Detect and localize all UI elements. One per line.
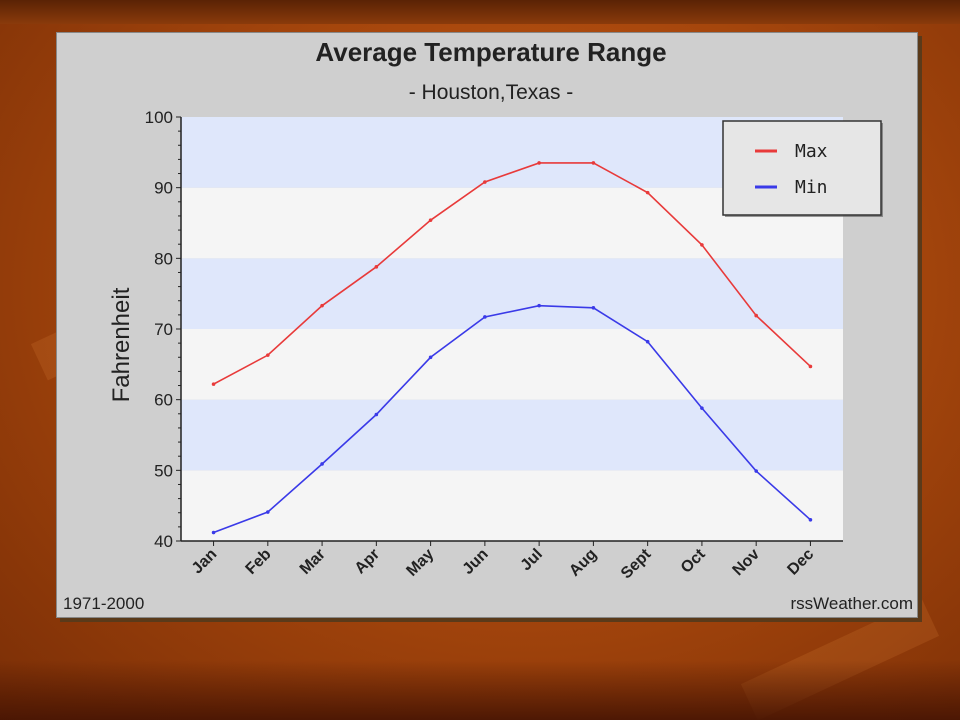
y-axis-label: Fahrenheit bbox=[108, 287, 135, 402]
data-point-min bbox=[700, 406, 704, 410]
y-tick-label: 50 bbox=[154, 461, 173, 480]
chart-subtitle: - Houston,Texas - bbox=[409, 81, 574, 104]
data-point-max bbox=[591, 161, 596, 165]
grid-band bbox=[181, 329, 843, 400]
y-tick-label: 70 bbox=[154, 320, 173, 339]
y-tick-label: 80 bbox=[154, 249, 173, 268]
x-tick-label: May bbox=[403, 546, 437, 580]
data-point-max bbox=[645, 190, 650, 195]
temperature-chart: Average Temperature Range - Houston,Texa… bbox=[63, 37, 913, 613]
y-tick-label: 60 bbox=[154, 391, 173, 410]
series-line-min bbox=[213, 304, 811, 534]
x-tick-label: Sept bbox=[618, 545, 655, 582]
data-point-min bbox=[320, 462, 324, 466]
x-tick-label: Dec bbox=[784, 546, 817, 579]
data-point-min bbox=[808, 518, 813, 522]
x-tick-label: Oct bbox=[678, 545, 709, 576]
y-tick-label: 100 bbox=[145, 108, 173, 127]
data-point-min bbox=[374, 412, 379, 417]
legend-min-label: Min bbox=[795, 177, 828, 198]
x-tick-label: Aug bbox=[566, 546, 600, 580]
grid-band bbox=[181, 399, 843, 471]
y-tick-label: 90 bbox=[154, 179, 173, 198]
footer-source: rssWeather.com bbox=[790, 594, 913, 613]
data-point-min bbox=[537, 303, 541, 308]
x-tick-label: Jan bbox=[189, 546, 221, 578]
data-point-min bbox=[428, 355, 433, 360]
chart-title: Average Temperature Range bbox=[315, 37, 666, 67]
data-point-max bbox=[211, 382, 216, 386]
data-point-min bbox=[645, 339, 650, 344]
x-tick-label: Feb bbox=[243, 546, 275, 578]
x-tick-label: Jun bbox=[460, 546, 492, 578]
data-point-max bbox=[320, 303, 324, 308]
x-tick-label: Mar bbox=[297, 546, 329, 578]
chart-panel: Average Temperature Range - Houston,Texa… bbox=[56, 32, 918, 618]
x-tick-label: Nov bbox=[730, 546, 763, 579]
footer-years: 1971-2000 bbox=[63, 594, 144, 613]
data-point-min bbox=[591, 306, 596, 310]
data-point-max bbox=[700, 243, 704, 247]
data-point-max bbox=[266, 353, 270, 357]
grid-band bbox=[181, 470, 843, 541]
data-point-max bbox=[428, 218, 433, 222]
legend: Max Min bbox=[722, 120, 883, 217]
data-point-min bbox=[483, 315, 487, 319]
legend-max-label: Max bbox=[795, 141, 828, 162]
data-point-max bbox=[374, 265, 379, 269]
slide-bottom-band bbox=[0, 660, 960, 720]
x-tick-label: Jul bbox=[518, 546, 546, 574]
data-point-max bbox=[483, 180, 487, 184]
series-line-max bbox=[213, 162, 811, 385]
data-point-max bbox=[808, 364, 813, 369]
data-point-min bbox=[754, 469, 758, 473]
data-point-min bbox=[266, 510, 270, 514]
x-tick-label: Apr bbox=[352, 546, 384, 578]
y-tick-label: 40 bbox=[154, 532, 173, 551]
legend-box bbox=[722, 120, 882, 216]
data-point-max bbox=[754, 313, 758, 318]
slide-top-band bbox=[0, 0, 960, 24]
data-point-min bbox=[211, 530, 216, 535]
grid-band bbox=[181, 258, 843, 329]
data-point-max bbox=[537, 161, 541, 165]
